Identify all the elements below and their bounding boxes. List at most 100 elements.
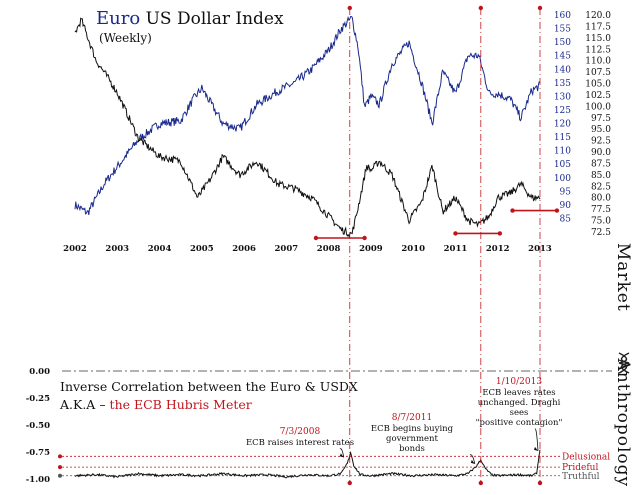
correlation-y-tick-label: -0.25 — [26, 394, 50, 404]
upper-chart-title: Euro US Dollar Index — [96, 8, 284, 29]
x-tick-label: 2009 — [359, 244, 383, 254]
usdx-y-tick-label: 110.0 — [585, 57, 611, 67]
event-caption: "positive contagion" — [476, 418, 563, 428]
event-marker-top — [537, 5, 543, 11]
level-label: Truthful — [562, 472, 600, 482]
level-dot — [58, 473, 62, 478]
euro-y-tick-label: 105 — [554, 160, 571, 170]
euro-y-tick-label: 115 — [554, 133, 571, 143]
event-caption: ECB raises interest rates — [246, 438, 354, 448]
level-label: Delusional — [562, 452, 610, 462]
euro-y-tick-label: 90 — [560, 201, 572, 211]
event-caption: ECB begins buying — [371, 424, 454, 434]
euro-y-tick-label: 145 — [554, 52, 571, 62]
x-tick-label: 2008 — [317, 244, 341, 254]
x-tick-label: 2005 — [190, 244, 214, 254]
x-tick-label: 2011 — [444, 244, 468, 254]
usdx-low-2011-marker-start — [453, 231, 458, 236]
euro-y-tick-label: 130 — [554, 92, 571, 102]
level-label: Prideful — [562, 463, 598, 473]
usdx-low-2011-marker-end — [497, 231, 503, 236]
correlation-y-tick-label: -1.00 — [26, 475, 50, 485]
usdx-y-tick-label: 87.5 — [591, 159, 611, 169]
euro-y-tick-label: 110 — [554, 147, 571, 157]
euro-y-tick-label: 100 — [554, 174, 571, 184]
dna-helix-icon — [618, 352, 630, 374]
usdx-low-2008-marker-start — [313, 235, 319, 241]
usdx-y-tick-label: 92.5 — [591, 137, 611, 147]
usdx-y-tick-label: 77.5 — [591, 205, 611, 215]
x-tick-label: 2004 — [148, 244, 172, 254]
usdx-y-tick-label: 120.0 — [585, 11, 611, 21]
usdx-y-tick-label: 115.0 — [585, 34, 611, 44]
event-caption: government — [386, 434, 438, 444]
euro-y-tick-label: 140 — [554, 65, 571, 75]
x-tick-label: 2006 — [232, 244, 256, 254]
lower-subtitle-prefix: A.K.A – — [59, 397, 110, 412]
lower-chart-subtitle: A.K.A – the ECB Hubris Meter — [59, 397, 252, 412]
event-date: 8/7/2011 — [392, 413, 432, 423]
euro-y-tick-label: 125 — [554, 106, 571, 116]
usdx-low-2008-marker-end — [362, 235, 367, 241]
event-marker-top — [478, 5, 484, 11]
event-date: 7/3/2008 — [280, 427, 321, 437]
usdx-y-tick-label: 72.5 — [591, 228, 611, 238]
usdx-y-tick-label: 112.5 — [585, 45, 611, 55]
x-tick-label: 2012 — [486, 244, 510, 254]
x-tick-label: 2003 — [105, 244, 129, 254]
usdx-y-tick-label: 97.5 — [591, 114, 611, 124]
upper-title-euro: Euro — [96, 8, 140, 29]
usdx-y-tick-label: 117.5 — [585, 22, 611, 32]
event-marker-bottom — [347, 480, 352, 486]
usdx-level-2012-marker-end — [554, 208, 560, 213]
euro-y-tick-label: 135 — [554, 79, 571, 89]
event-caption: unchanged. Draghi — [478, 398, 561, 408]
usdx-y-tick-label: 75.0 — [591, 217, 611, 227]
correlation-y-tick-label: -0.50 — [26, 421, 50, 431]
event-marker-bottom — [478, 480, 484, 486]
event-arrow — [469, 454, 476, 464]
upper-title-rest: US Dollar Index — [140, 9, 284, 29]
correlation-series-line — [74, 449, 541, 479]
usdx-y-tick-label: 90.0 — [591, 148, 611, 158]
usdx-series-line — [74, 17, 541, 238]
upper-x-axis: 2002 2003 2004 2005 2006 2007 2008 2009 2010 2011… — [63, 244, 552, 254]
brand-line-2: Anthropology — [613, 358, 633, 488]
x-tick-label: 2007 — [275, 244, 299, 254]
euro-y-tick-label: 160 — [554, 11, 571, 21]
usdx-y-tick-label: 95.0 — [591, 125, 611, 135]
event-arrow — [339, 448, 345, 458]
event-date: 1/10/2013 — [496, 377, 542, 387]
event-marker-top — [347, 5, 352, 11]
event-marker-bottom — [537, 480, 543, 486]
correlation-y-axis: 0.00 -0.25 -0.50 -0.75 -1.00 — [26, 367, 50, 485]
usdx-y-tick-label: 105.0 — [585, 80, 611, 90]
upper-chart-subtitle: (Weekly) — [99, 31, 152, 45]
euro-y-tick-label: 150 — [554, 38, 571, 48]
lower-chart-title: Inverse Correlation between the Euro & U… — [60, 379, 358, 394]
brand-line-1: Market — [613, 242, 633, 312]
lower-subtitle-emphasis: the ECB Hubris Meter — [110, 397, 252, 412]
level-dot — [58, 454, 62, 459]
euro-y-tick-label: 120 — [554, 120, 571, 130]
x-tick-label: 2002 — [63, 244, 87, 254]
level-dot — [58, 465, 62, 470]
usdx-level-2012-marker-start — [510, 208, 515, 213]
usdx-y-tick-label: 80.0 — [591, 194, 611, 204]
correlation-y-tick-label: 0.00 — [29, 367, 50, 377]
euro-y-axis: 160 155 150 145 140 135 130 125 120 115 110 105 100 9… — [554, 11, 571, 224]
usdx-y-tick-label: 102.5 — [585, 91, 611, 101]
event-arrowhead — [534, 446, 538, 451]
usdx-y-tick-label: 82.5 — [591, 182, 611, 192]
event-caption: sees — [510, 408, 529, 418]
usdx-y-tick-label: 107.5 — [585, 68, 611, 78]
usdx-y-tick-label: 100.0 — [585, 102, 611, 112]
euro-y-tick-label: 85 — [560, 214, 572, 224]
event-arrowhead — [470, 459, 475, 464]
event-arrow — [534, 428, 539, 451]
brand-watermark: Market Anthropology — [608, 240, 638, 490]
usdx-y-tick-label: 85.0 — [591, 171, 611, 181]
